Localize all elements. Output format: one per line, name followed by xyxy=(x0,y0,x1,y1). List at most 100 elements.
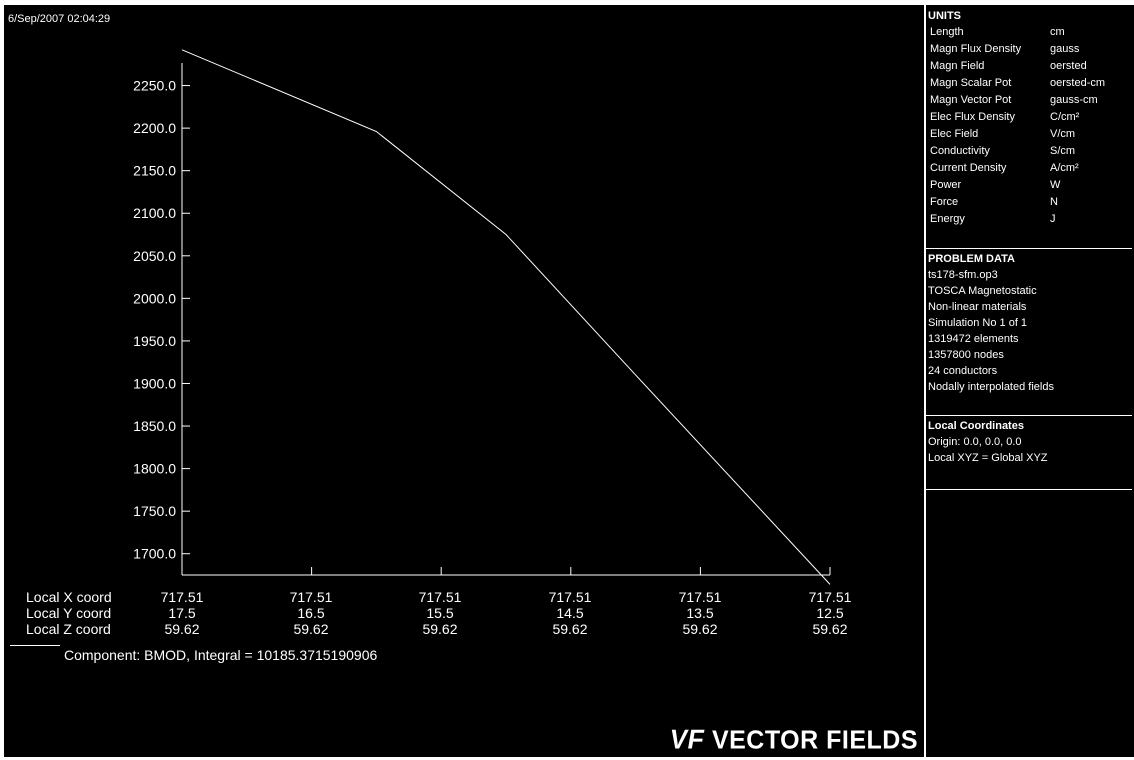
coord-value: 59.62 xyxy=(552,621,588,637)
problem-line: 1319472 elements xyxy=(928,333,1019,345)
unit-value: C/cm² xyxy=(1050,111,1080,123)
coord-value: 59.62 xyxy=(422,621,458,637)
coord-value: 12.5 xyxy=(816,605,844,621)
unit-row: Elec Field V/cm xyxy=(928,126,1132,143)
unit-value: cm xyxy=(1050,26,1065,38)
coord-value: 59.62 xyxy=(164,621,200,637)
y-tick-label: 2150.0 xyxy=(133,163,176,179)
coord-value: 717.51 xyxy=(548,589,592,605)
y-tick-label: 1900.0 xyxy=(133,375,176,391)
unit-name: Magn Scalar Pot xyxy=(930,77,1012,89)
unit-value: S/cm xyxy=(1050,145,1076,157)
y-tick-label: 2250.0 xyxy=(133,78,176,94)
unit-row: Magn Field oersted xyxy=(928,58,1132,75)
y-tick-label: 1950.0 xyxy=(133,333,176,349)
divider xyxy=(926,415,1132,416)
problem-line: TOSCA Magnetostatic xyxy=(928,285,1037,297)
unit-value: V/cm xyxy=(1050,128,1076,140)
unit-row: Length cm xyxy=(928,24,1132,41)
y-tick-label: 1800.0 xyxy=(133,461,176,477)
unit-row: Current Density A/cm² xyxy=(928,160,1132,177)
problem-list: ts178-sfm.op3 TOSCA Magnetostatic Non-line… xyxy=(928,267,1132,395)
y-tick-label: 2050.0 xyxy=(133,248,176,264)
unit-name: Energy xyxy=(930,213,965,225)
legend-line xyxy=(10,645,60,646)
problem-section: PROBLEM DATA ts178-sfm.op3 TOSCA Magnetos… xyxy=(928,253,1132,395)
series-line-bmod xyxy=(181,49,831,585)
coord-value: 717.51 xyxy=(678,589,722,605)
y-tick-label: 2000.0 xyxy=(133,290,176,306)
problem-line: ts178-sfm.op3 xyxy=(928,269,998,281)
unit-name: Conductivity xyxy=(930,145,990,157)
y-tick-label: 1850.0 xyxy=(133,418,176,434)
local-coords-section: Local Coordinates Origin: 0.0, 0.0, 0.0 L… xyxy=(928,420,1132,466)
units-section: UNITS Length cm Magn Flux Density gauss Magn… xyxy=(928,10,1132,228)
unit-name: Magn Flux Density xyxy=(930,43,1022,55)
coord-value: 15.5 xyxy=(426,605,454,621)
unit-name: Length xyxy=(930,26,964,38)
vector-fields-logo: VF VECTOR FIELDS xyxy=(667,723,918,756)
unit-row: Conductivity S/cm xyxy=(928,143,1132,160)
problem-line: 1357800 nodes xyxy=(928,349,1004,361)
coord-value: 14.5 xyxy=(556,605,584,621)
unit-row: Magn Vector Pot gauss-cm xyxy=(928,92,1132,109)
unit-row: Energy J xyxy=(928,211,1132,228)
unit-row: Power W xyxy=(928,177,1132,194)
plot-panel: 6/Sep/2007 02:04:29 2250.0 2200.0 2150.0 21… xyxy=(4,5,924,757)
problem-title: PROBLEM DATA xyxy=(928,253,1015,265)
unit-row: Force N xyxy=(928,194,1132,211)
line-chart: 2250.0 2200.0 2150.0 2100.0 2050.0 2000.0 1950… xyxy=(133,49,831,585)
unit-name: Power xyxy=(930,179,962,191)
coord-value: 16.5 xyxy=(297,605,325,621)
problem-line: Simulation No 1 of 1 xyxy=(928,317,1028,329)
timestamp: 6/Sep/2007 02:04:29 xyxy=(8,13,111,25)
unit-value: J xyxy=(1050,213,1056,225)
unit-name: Elec Flux Density xyxy=(930,111,1015,123)
y-tick-label: 2200.0 xyxy=(133,120,176,136)
coord-value: 59.62 xyxy=(682,621,718,637)
unit-name: Magn Vector Pot xyxy=(930,94,1012,106)
local-line: Origin: 0.0, 0.0, 0.0 xyxy=(928,436,1022,448)
coord-label-x: Local X coord xyxy=(26,589,112,605)
coord-value: 717.51 xyxy=(418,589,462,605)
unit-value: A/cm² xyxy=(1050,162,1079,174)
coord-label-z: Local Z coord xyxy=(26,621,111,637)
unit-name: Force xyxy=(930,196,959,208)
logo-mark: VF xyxy=(667,723,707,755)
coord-value: 717.51 xyxy=(808,589,852,605)
coord-value: 59.62 xyxy=(293,621,329,637)
coord-label-y: Local Y coord xyxy=(26,605,112,621)
unit-value: oersted xyxy=(1050,60,1087,72)
unit-row: Elec Flux Density C/cm² xyxy=(928,109,1132,126)
y-tick-label: 1750.0 xyxy=(133,503,176,519)
problem-line: Non-linear materials xyxy=(928,301,1027,313)
coord-value: 17.5 xyxy=(168,605,196,621)
unit-value: gauss-cm xyxy=(1050,94,1098,106)
coord-value: 59.62 xyxy=(812,621,848,637)
unit-name: Current Density xyxy=(930,162,1007,174)
local-line: Local XYZ = Global XYZ xyxy=(928,452,1048,464)
component-text: Component: BMOD, Integral = 10185.371519… xyxy=(64,647,378,663)
coord-value: 13.5 xyxy=(686,605,714,621)
unit-name: Elec Field xyxy=(930,128,979,140)
logo-text: VECTOR FIELDS xyxy=(711,725,918,755)
unit-value: W xyxy=(1050,179,1061,191)
problem-line: Nodally interpolated fields xyxy=(928,381,1054,393)
unit-value: N xyxy=(1050,196,1058,208)
problem-line: 24 conductors xyxy=(928,365,998,377)
unit-value: oersted-cm xyxy=(1050,77,1106,89)
unit-row: Magn Flux Density gauss xyxy=(928,41,1132,58)
coord-value: 717.51 xyxy=(160,589,204,605)
local-coords-list: Origin: 0.0, 0.0, 0.0 Local XYZ = Global … xyxy=(928,434,1132,466)
divider xyxy=(926,489,1132,490)
local-coords-title: Local Coordinates xyxy=(928,420,1024,432)
unit-name: Magn Field xyxy=(930,60,985,72)
y-tick-label: 2100.0 xyxy=(133,205,176,221)
coord-value: 717.51 xyxy=(289,589,333,605)
unit-row: Magn Scalar Pot oersted-cm xyxy=(928,75,1132,92)
info-panel: UNITS Length cm Magn Flux Density gauss Magn… xyxy=(926,5,1134,757)
units-title: UNITS xyxy=(928,10,961,22)
units-list: Length cm Magn Flux Density gauss Magn Field… xyxy=(928,24,1132,228)
unit-value: gauss xyxy=(1050,43,1080,55)
y-tick-label: 1700.0 xyxy=(133,546,176,562)
